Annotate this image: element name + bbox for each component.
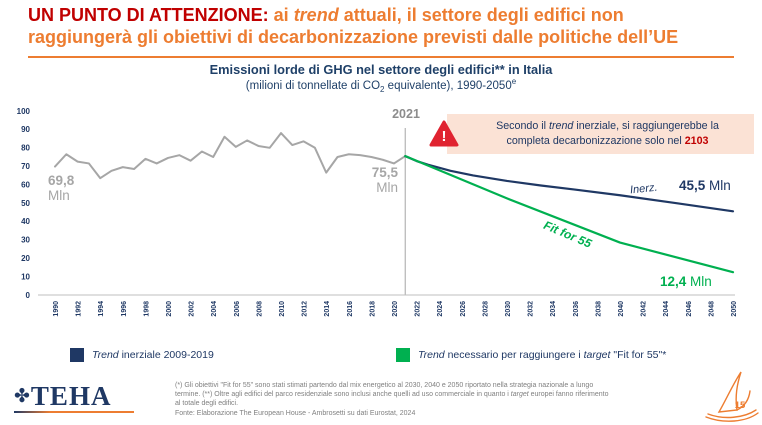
source-line: Fonte: Elaborazione The European House -… <box>175 409 416 417</box>
svg-text:!: ! <box>442 128 447 145</box>
x-tick-label: 2002 <box>189 301 196 317</box>
x-tick-label: 2030 <box>505 301 512 317</box>
x-tick-label: 2034 <box>550 301 557 317</box>
trend-italic: trend <box>293 5 339 25</box>
x-tick-label: 2004 <box>211 301 218 317</box>
storico-line <box>54 132 407 180</box>
legend-swatch-navy <box>70 348 84 362</box>
title-divider <box>28 56 734 58</box>
x-tick-label: 2000 <box>166 301 173 317</box>
y-tick-label: 60 <box>21 180 30 189</box>
page-number: 15 <box>735 400 746 411</box>
x-tick-label: 1990 <box>53 301 60 317</box>
y-tick-label: 0 <box>26 291 31 300</box>
sailboat-icon: 15 <box>705 371 759 422</box>
page-title: UN PUNTO DI ATTENZIONE: ai trend attuali… <box>28 5 679 47</box>
footnote: (*) Gli obiettivi "Fit for 55" sono stat… <box>175 381 723 418</box>
start-value-annotation: 69,8 Mln <box>48 173 75 204</box>
x-tick-label: 2006 <box>234 301 241 317</box>
y-tick-label: 10 <box>21 272 30 281</box>
chart-heading: Emissioni lorde di GHG nel settore degli… <box>0 62 762 94</box>
warning-callout: Secondo il trend inerziale, si raggiunge… <box>447 114 754 154</box>
x-tick-label: 2042 <box>641 301 648 317</box>
teha-logo: ✤ TEHA <box>14 383 134 413</box>
x-tick-label: 2024 <box>437 301 444 317</box>
footnote-line2: termine. (**) Oltre agli edifici del par… <box>175 391 609 399</box>
legend-swatch-green <box>396 348 410 362</box>
y-tick-label: 70 <box>21 162 30 171</box>
legend-item-inerziale: Trend inerziale 2009-2019 <box>70 348 214 362</box>
teha-logo-icon: ✤ <box>14 386 30 407</box>
x-tick-label: 2010 <box>279 301 286 317</box>
y-tick-label: 50 <box>21 199 30 208</box>
x-tick-label: 2026 <box>460 301 467 317</box>
chart-subtitle: (milioni di tonnellate di CO2 equivalent… <box>245 77 517 95</box>
page-title-emphasis: UN PUNTO DI ATTENZIONE: <box>28 5 269 25</box>
x-tick-label: 2032 <box>528 301 535 317</box>
x-tick-label: 2046 <box>686 301 693 317</box>
warning-icon: ! <box>429 120 459 147</box>
y-tick-label: 20 <box>21 254 30 263</box>
y-tick-label: 90 <box>21 125 30 134</box>
x-tick-label: 2036 <box>573 301 580 317</box>
x-tick-label: 2012 <box>302 301 309 317</box>
x-tick-label: 2018 <box>369 301 376 317</box>
teha-logo-text: TEHA <box>30 381 112 411</box>
x-tick-label: 1994 <box>98 301 105 317</box>
x-tick-label: 1996 <box>121 301 128 317</box>
x-tick-label: 2014 <box>324 301 331 317</box>
x-tick-label: 2050 <box>731 301 738 317</box>
x-tick-label: 2044 <box>663 301 670 317</box>
x-tick-label: 1992 <box>76 301 83 317</box>
y-tick-label: 80 <box>21 144 30 153</box>
x-tick-label: 2016 <box>347 301 354 317</box>
x-tick-label: 2022 <box>415 301 422 317</box>
x-tick-label: 2020 <box>392 301 399 317</box>
x-tick-label: 2040 <box>618 301 625 317</box>
x-tick-label: 2008 <box>256 301 263 317</box>
fitfor55-2050-value: 12,4 Mln <box>660 274 712 289</box>
footnote-line1: (*) Gli obiettivi "Fit for 55" sono stat… <box>175 382 594 389</box>
x-tick-label: 2048 <box>708 301 715 317</box>
chart-title: Emissioni lorde di GHG nel settore degli… <box>209 62 553 77</box>
marker-year-label: 2021 <box>392 107 420 121</box>
logo-underline <box>14 411 134 413</box>
footnote-line3: al totale degli edifici. <box>175 400 239 408</box>
legend-item-fitfor55: Trend necessario per raggiungere i targe… <box>396 348 666 362</box>
inerziale-2050-value: 45,5 Mln <box>679 178 731 193</box>
x-tick-label: 1998 <box>143 301 150 317</box>
target-year-2103: 2103 <box>684 135 709 147</box>
marker-value-annotation: 75,5 Mln <box>371 165 398 196</box>
y-tick-label: 100 <box>17 107 31 116</box>
x-tick-label: 2038 <box>595 301 602 317</box>
fitfor55-line <box>404 154 735 274</box>
y-tick-label: 40 <box>21 217 30 226</box>
x-tick-label: 2028 <box>482 301 489 317</box>
y-tick-label: 30 <box>21 236 30 245</box>
